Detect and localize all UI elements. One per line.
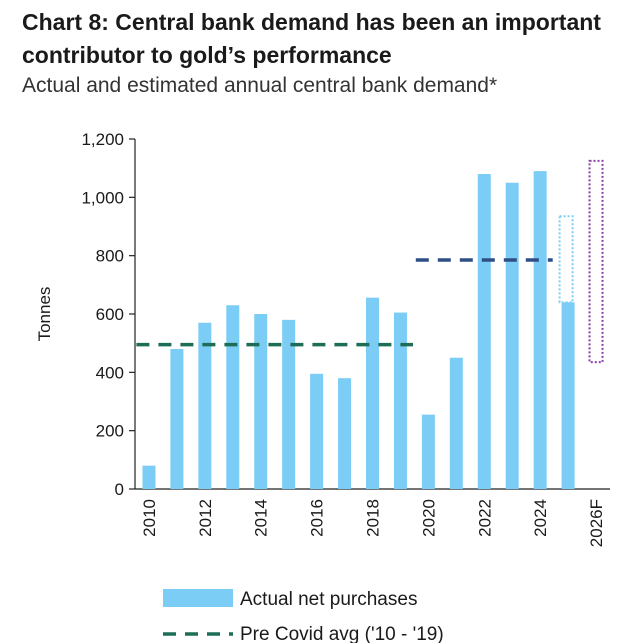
x-tick-label: 2020	[419, 499, 438, 537]
chart-subtitle: Actual and estimated annual central bank…	[22, 74, 498, 97]
bar-2021	[449, 357, 463, 489]
x-tick-label: 2012	[196, 499, 215, 537]
estimate-range-2025	[558, 215, 574, 304]
x-tick-label: 2024	[531, 499, 550, 537]
chart-title: Chart 8: Central bank demand has been an…	[22, 9, 601, 68]
y-tick-label: 400	[96, 363, 124, 382]
x-tick-label: 2022	[475, 499, 494, 537]
x-tick-label: 2014	[252, 499, 271, 537]
bar-2016	[310, 373, 324, 489]
y-tick-label: 600	[96, 305, 124, 324]
bar-2011	[170, 349, 184, 489]
x-tick-label: 2018	[364, 499, 383, 537]
legend-label-pre-covid: Pre Covid avg ('10 - '19)	[240, 624, 444, 643]
y-tick-label: 200	[96, 422, 124, 441]
bar-2012	[198, 322, 212, 489]
y-tick-label: 1,000	[81, 188, 124, 207]
y-tick-label: 1,200	[81, 130, 124, 149]
estimate-range-2026F	[588, 159, 604, 364]
bar-2025	[561, 302, 575, 489]
legend-swatch-actual	[163, 589, 233, 607]
y-tick-label: 800	[96, 247, 124, 266]
x-tick-label: 2016	[308, 499, 327, 537]
y-axis-label: Tonnes	[35, 287, 54, 342]
bar-2017	[338, 378, 352, 489]
x-tick-label: 2026F	[587, 499, 606, 547]
legend-label-actual: Actual net purchases	[240, 589, 417, 610]
bar-2010	[142, 465, 156, 489]
bar-2015	[282, 319, 296, 489]
y-tick-label: 0	[115, 480, 124, 499]
bar-2019	[393, 312, 407, 489]
bar-2018	[366, 297, 379, 489]
bar-2023	[505, 182, 519, 489]
bar-2014	[254, 314, 268, 489]
bar-2022	[477, 174, 491, 489]
bar-2024	[533, 171, 547, 490]
bar-2020	[421, 414, 435, 489]
bar-2013	[226, 305, 240, 489]
x-tick-label: 2010	[140, 499, 159, 537]
